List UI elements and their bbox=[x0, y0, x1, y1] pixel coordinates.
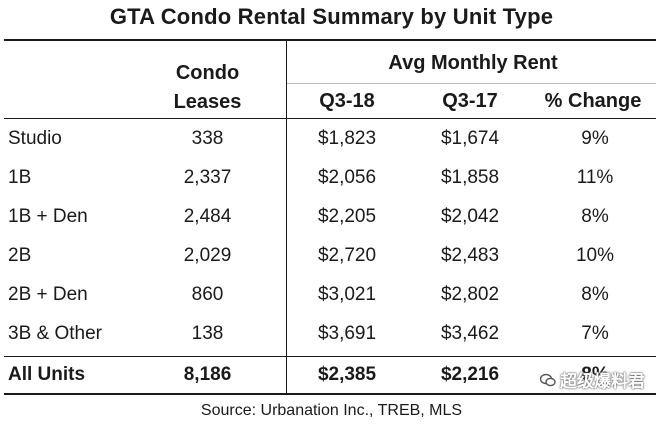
cell-change: 8% bbox=[581, 284, 609, 305]
cell-change: 7% bbox=[581, 323, 609, 344]
cell-change: 10% bbox=[575, 245, 615, 266]
column-divider bbox=[286, 40, 287, 394]
cell-q3-17: $3,462 bbox=[440, 323, 500, 344]
cell-change: 8% bbox=[581, 206, 609, 227]
header-q3-17: Q3-17 bbox=[442, 90, 498, 112]
cell-leases: 2,484 bbox=[183, 206, 232, 227]
table-title: GTA Condo Rental Summary by Unit Type bbox=[109, 4, 554, 29]
cell-leases: 138 bbox=[191, 323, 224, 344]
watermark-text: 超级爆料君 bbox=[560, 372, 645, 391]
total-top-rule bbox=[4, 356, 656, 357]
cell-unit: 2B + Den bbox=[8, 284, 88, 305]
wechat-icon bbox=[540, 373, 556, 386]
total-leases: 8,186 bbox=[183, 364, 232, 385]
cell-q3-17: $2,042 bbox=[440, 206, 500, 227]
cell-leases: 2,029 bbox=[183, 245, 232, 266]
cell-change: 11% bbox=[576, 167, 614, 188]
cell-q3-18: $2,056 bbox=[317, 167, 377, 188]
header-rule bbox=[4, 118, 656, 119]
total-change: 8% bbox=[581, 364, 609, 385]
subheader-rule bbox=[287, 83, 656, 84]
cell-leases: 860 bbox=[191, 284, 224, 305]
bottom-rule bbox=[4, 393, 656, 395]
header-q3-18: Q3-18 bbox=[319, 90, 375, 112]
header-condo-leases-line2: Leases bbox=[173, 91, 242, 113]
cell-unit: 3B & Other bbox=[8, 323, 102, 344]
total-q3-18: $2,385 bbox=[317, 364, 377, 385]
header-avg-monthly-rent: Avg Monthly Rent bbox=[388, 52, 558, 74]
cell-unit: 2B bbox=[8, 245, 32, 266]
cell-leases: 338 bbox=[191, 128, 224, 149]
cell-q3-18: $3,691 bbox=[317, 323, 377, 344]
header-pct-change: % Change bbox=[544, 90, 642, 112]
source-note: Source: Urbanation Inc., TREB, MLS bbox=[200, 402, 463, 419]
top-rule bbox=[4, 39, 656, 41]
header-condo-leases-line1: Condo bbox=[175, 62, 240, 84]
cell-q3-17: $2,802 bbox=[440, 284, 500, 305]
cell-unit: 1B bbox=[8, 167, 32, 188]
cell-unit: Studio bbox=[8, 128, 62, 149]
cell-change: 9% bbox=[581, 128, 609, 149]
cell-unit: 1B + Den bbox=[8, 206, 88, 227]
cell-q3-17: $1,858 bbox=[440, 167, 500, 188]
cell-q3-18: $3,021 bbox=[317, 284, 377, 305]
total-q3-17: $2,216 bbox=[440, 364, 500, 385]
cell-q3-18: $2,720 bbox=[317, 245, 377, 266]
cell-q3-18: $1,823 bbox=[317, 128, 377, 149]
watermark: 超级爆料君 bbox=[540, 367, 645, 392]
cell-leases: 2,337 bbox=[183, 167, 232, 188]
total-unit: All Units bbox=[8, 364, 86, 385]
cell-q3-18: $2,205 bbox=[317, 206, 377, 227]
cell-q3-17: $1,674 bbox=[440, 128, 500, 149]
cell-q3-17: $2,483 bbox=[440, 245, 500, 266]
